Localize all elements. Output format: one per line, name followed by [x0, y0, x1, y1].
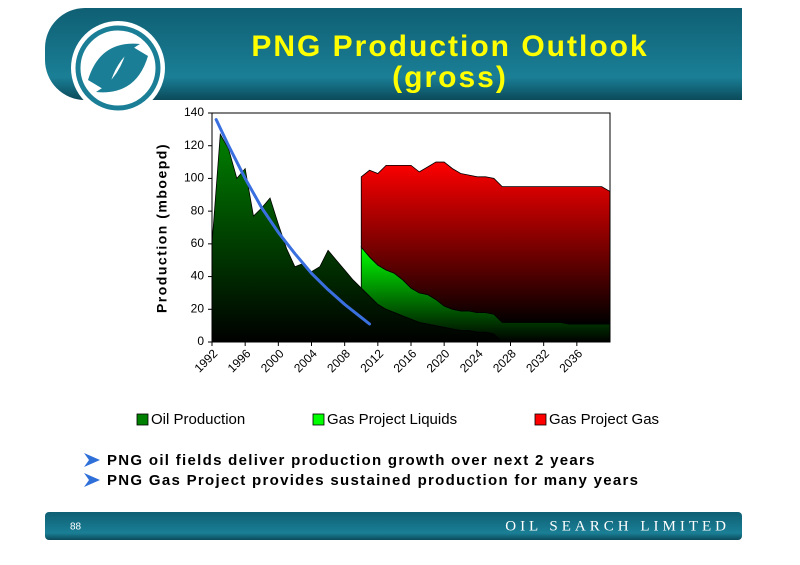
bullet-text: PNG Gas Project provides sustained produ… [107, 472, 639, 489]
header-band [45, 8, 742, 100]
x-tick-label: 2008 [324, 346, 353, 375]
x-tick-label: 2024 [457, 346, 486, 375]
x-tick-label: 2012 [357, 346, 386, 375]
legend-swatch [312, 413, 325, 426]
logo [71, 21, 165, 115]
legend-label: Gas Project Gas [549, 411, 659, 428]
page-number: 88 [70, 522, 82, 533]
y-tick-label: 0 [197, 334, 204, 348]
legend-swatch [534, 413, 547, 426]
bullet-text: PNG oil fields deliver production growth… [107, 452, 596, 469]
bullet: PNG Gas Project provides sustained produ… [84, 472, 639, 489]
legend-label: Oil Production [151, 411, 245, 428]
footer-band [45, 512, 742, 540]
legend-swatch [136, 413, 149, 426]
x-tick-label: 2004 [291, 346, 320, 375]
title-line: (gross) [392, 61, 508, 94]
y-tick-label: 60 [191, 236, 205, 250]
company-name: OIL SEARCH LIMITED [505, 518, 730, 534]
header-band-end [690, 8, 742, 100]
y-tick-label: 140 [184, 105, 204, 119]
x-tick-label: 2036 [556, 346, 585, 375]
y-tick-label: 80 [191, 203, 205, 217]
x-tick-label: 2028 [490, 346, 519, 375]
y-tick-label: 20 [191, 301, 205, 315]
x-tick-label: 2020 [424, 346, 453, 375]
y-tick-label: 120 [184, 138, 204, 152]
bullet: PNG oil fields deliver production growth… [84, 452, 596, 469]
x-tick-label: 2000 [258, 346, 287, 375]
x-tick-label: 1992 [192, 346, 221, 375]
x-tick-label: 1996 [225, 346, 254, 375]
legend-label: Gas Project Liquids [327, 411, 457, 428]
y-tick-label: 40 [191, 269, 205, 283]
title-line: PNG Production Outlook [251, 30, 648, 63]
y-tick-label: 100 [184, 171, 204, 185]
x-tick-label: 2032 [523, 346, 552, 375]
trend-curve [214, 118, 372, 326]
y-axis-label: Production (mboepd) [154, 143, 170, 313]
x-tick-label: 2016 [391, 346, 420, 375]
